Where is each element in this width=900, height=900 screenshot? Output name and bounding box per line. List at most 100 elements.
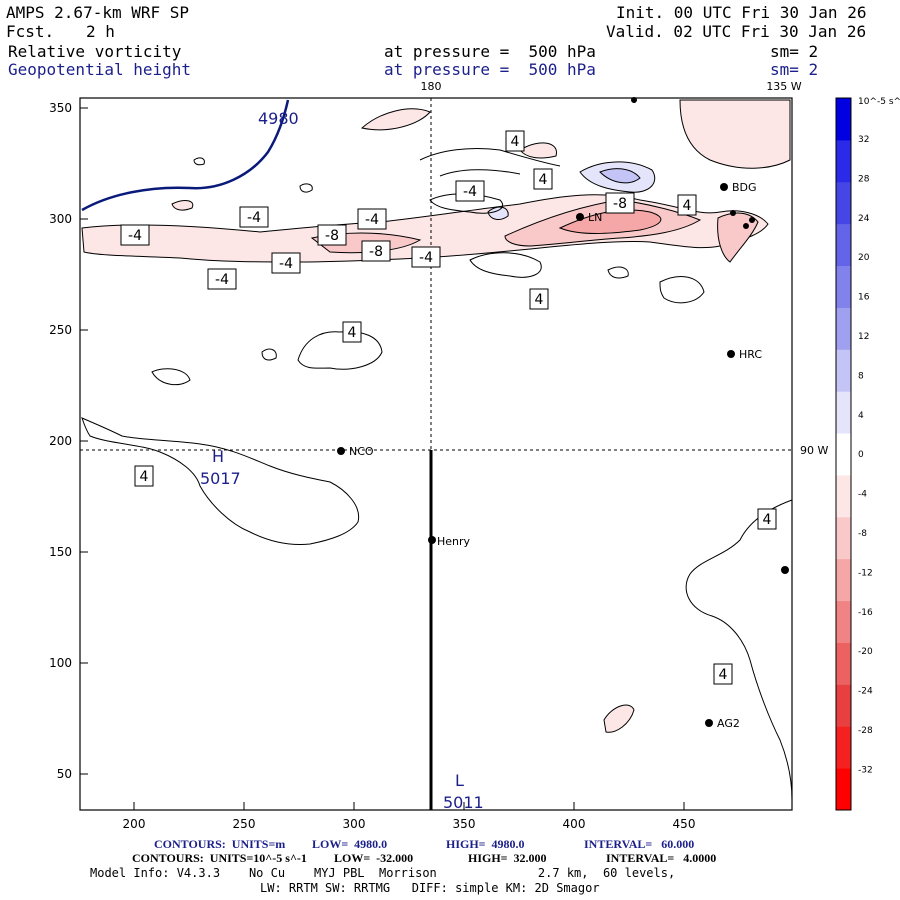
vort-label: -8 (317, 224, 347, 246)
svg-text:4: 4 (348, 325, 357, 341)
y-axis-ticks (80, 107, 88, 775)
smoothing-1: sm= 2 (770, 42, 819, 61)
low-center-value: 5011 (443, 793, 484, 812)
footer-vort-units: CONTOURS: UNITS=10^-5 s^-1 (132, 851, 307, 865)
vort-neg12-core (558, 209, 662, 234)
station-hrc: HRC (727, 348, 762, 361)
svg-text:-4: -4 (419, 250, 433, 266)
colorbar-tick-label: 4 (858, 411, 864, 421)
station-henry: Henry (428, 535, 471, 548)
colorbar-tick-label: 32 (858, 135, 869, 145)
colorbar-tick-label: -4 (858, 490, 867, 500)
contour-east-coast (685, 499, 793, 801)
field-geopotential: Geopotential height (8, 60, 192, 79)
contour-north-wave (419, 148, 561, 167)
y-tick-label: 300 (49, 212, 72, 226)
footer-height-interval: INTERVAL= 60.000 (584, 837, 695, 851)
vort-label: -8 (361, 240, 391, 262)
vort-label: 4 (757, 508, 777, 530)
vort-pos-core (599, 168, 641, 184)
colorbar-segment (836, 474, 851, 518)
colorbar-tick-label: -16 (858, 608, 873, 618)
vort-label: 4 (677, 194, 697, 216)
high-center-value: 5017 (200, 469, 241, 488)
contour-small-5 (299, 183, 313, 193)
svg-text:NCO: NCO (349, 445, 374, 458)
colorbar-segment (836, 433, 851, 476)
y-tick-label: 100 (49, 656, 72, 670)
footer-model-info: Model Info: V4.3.3 No Cu MYJ PBL Morriso… (90, 866, 676, 880)
vort-label: -4 (120, 224, 150, 246)
footer-vort-interval: INTERVAL= 4.0000 (606, 851, 717, 865)
vort-neg-ne (679, 99, 791, 169)
vort-label: 4 (505, 130, 525, 152)
vort-label: 4 (134, 465, 154, 487)
longitude-180-label: 180 (421, 80, 442, 93)
colorbar-segment (836, 600, 851, 643)
colorbar-tick-label: 12 (858, 332, 869, 342)
svg-text:4: 4 (539, 172, 548, 188)
colorbar-tick-label: 28 (858, 174, 870, 184)
colorbar-segment (836, 307, 851, 350)
vort-label: 4 (529, 288, 549, 310)
colorbar-tick-label: -8 (858, 529, 867, 539)
height-4980-label: 4980 (258, 109, 299, 128)
vort-label: -4 (271, 252, 301, 274)
longitude-135w-label: 135 W (766, 80, 801, 93)
y-tick-label: 150 (49, 545, 72, 559)
plot-frame (79, 97, 793, 811)
x-tick-label: 400 (563, 817, 586, 831)
high-center-letter: H (212, 447, 224, 466)
model-title: AMPS 2.67-km WRF SP (6, 3, 190, 22)
footer-physics-info: LW: RRTM SW: RRTMG DIFF: simple KM: 2D S… (260, 881, 600, 895)
x-tick-label: 300 (343, 817, 366, 831)
init-time: Init. 00 UTC Fri 30 Jan 26 (616, 3, 867, 22)
footer-vort-low: LOW= -32.000 (334, 851, 414, 865)
svg-text:Henry: Henry (437, 535, 471, 548)
forecast-label: Fcst. (6, 22, 55, 41)
station-nco: NCO (337, 445, 374, 458)
colorbar (835, 97, 852, 811)
svg-text:HRC: HRC (739, 348, 762, 361)
colorbar-segment (836, 223, 851, 267)
colorbar-tick-label: -20 (858, 647, 873, 657)
colorbar-unit: 10^-5 s^-1 (858, 97, 900, 107)
y-tick-label: 50 (57, 767, 72, 781)
colorbar-tick-label: 0 (858, 450, 864, 460)
x-axis-ticks (133, 802, 685, 810)
station-ag2: AG2 (705, 717, 740, 730)
vort-neg-top-2 (519, 142, 557, 159)
svg-text:AG2: AG2 (717, 717, 740, 730)
contour-small-2 (151, 368, 191, 386)
contour-small-4 (193, 157, 205, 166)
colorbar-tick-label: -32 (858, 765, 873, 775)
colorbar-segment (836, 349, 851, 392)
station-bdg: BDG (720, 181, 757, 194)
colorbar-labels: 32 28 24 20 16 12 8 4 0 -4 -8 -12 -16 -20 -24 -28 -32 (858, 135, 873, 775)
contour-small-3 (607, 266, 629, 279)
vort-label: -8 (605, 192, 635, 214)
station-marker (781, 566, 789, 574)
colorbar-frame (835, 97, 852, 811)
x-tick-label: 200 (123, 817, 146, 831)
vort-neg-top-1 (360, 108, 431, 131)
y-tick-label: 200 (49, 434, 72, 448)
vort-pos-small (487, 206, 509, 220)
colorbar-segment (836, 98, 851, 141)
colorbar-segment (836, 642, 851, 685)
vort-label: 4 (342, 321, 362, 343)
colorbar-segment (836, 558, 851, 602)
vort-label: -4 (411, 246, 441, 268)
colorbar-segment (836, 516, 851, 560)
colorbar-segment (836, 139, 851, 183)
footer-vort-high: HIGH= 32.000 (468, 851, 547, 865)
contour-small-1 (261, 348, 277, 361)
svg-text:4: 4 (535, 292, 544, 308)
contour-north-wave-2 (439, 169, 521, 177)
station-marker (631, 97, 637, 103)
colorbar-segment (836, 726, 851, 769)
colorbar-tick-label: 16 (858, 293, 870, 303)
colorbar-segment (836, 391, 851, 434)
height-contour-4980 (81, 99, 290, 212)
